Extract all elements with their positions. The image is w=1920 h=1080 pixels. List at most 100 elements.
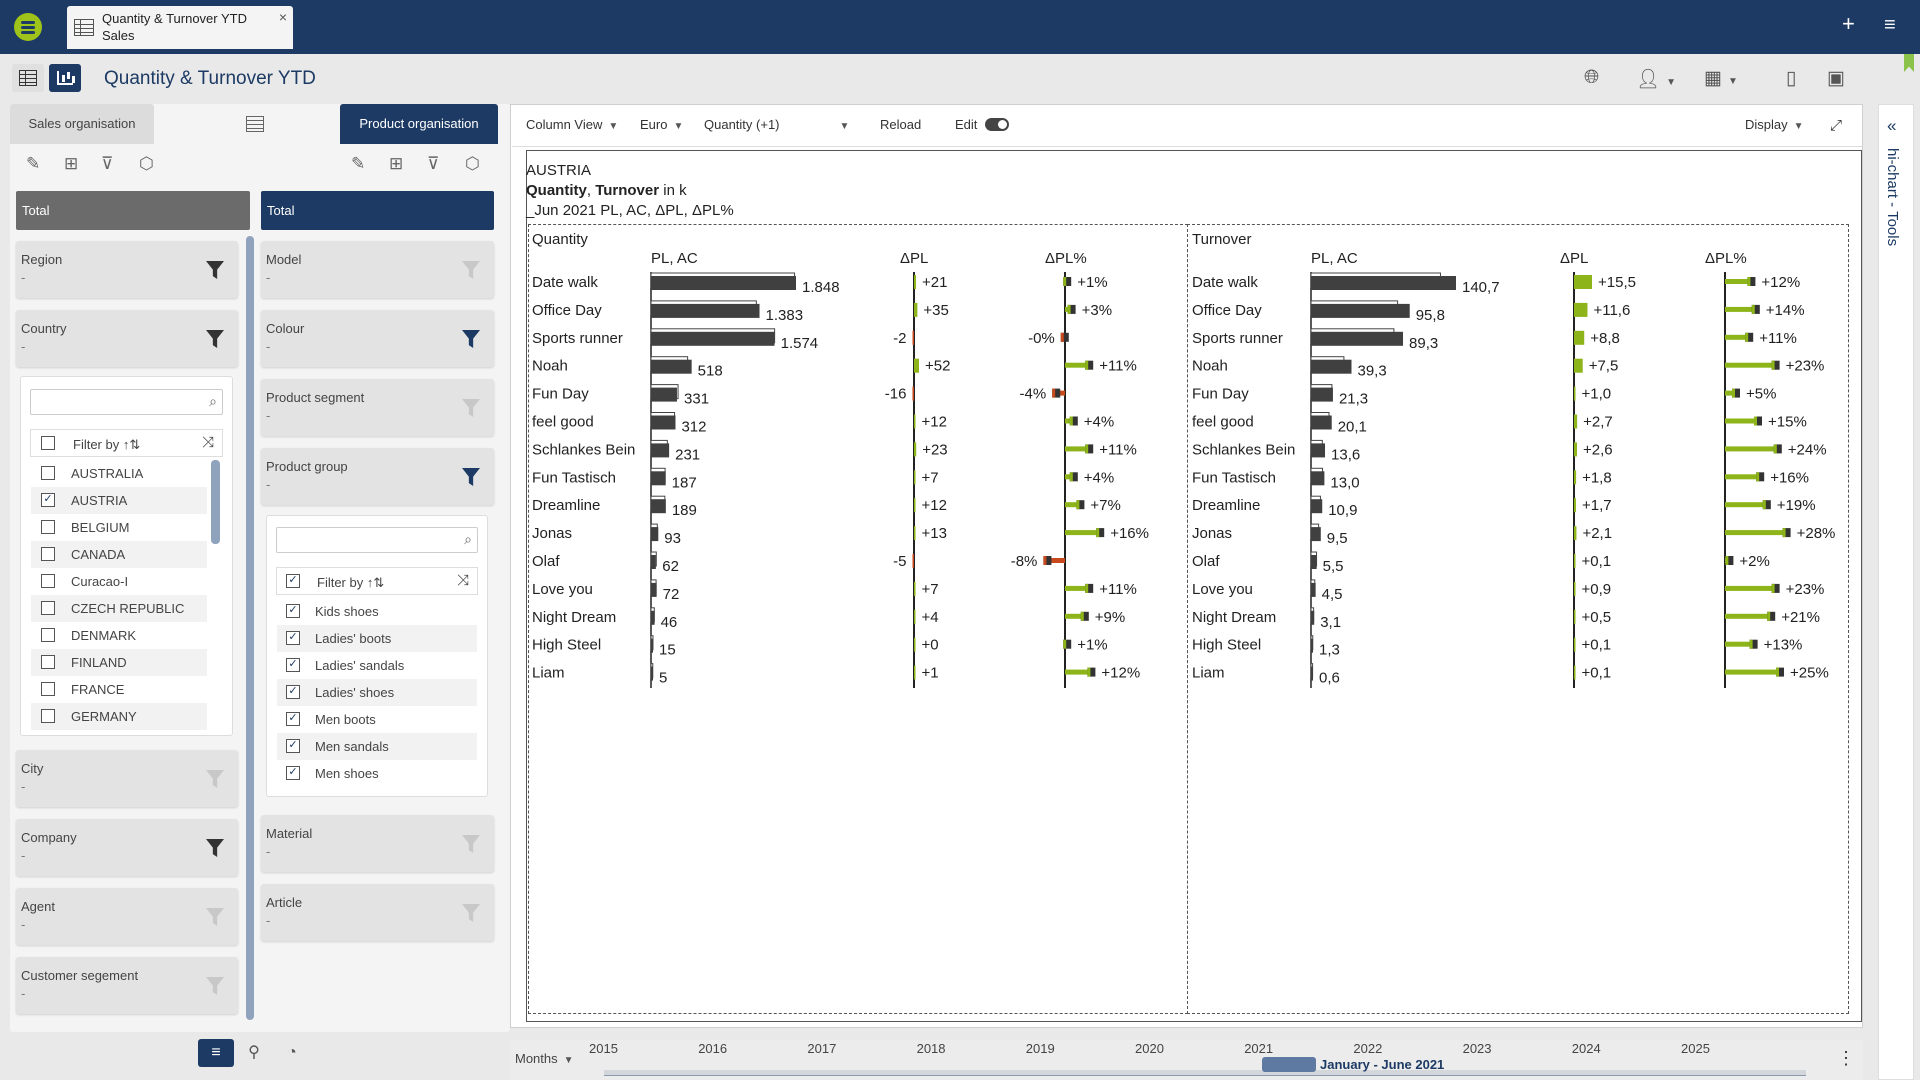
filter-card-country[interactable]: Country -	[16, 310, 238, 367]
checkbox[interactable]	[41, 574, 55, 588]
filter-card[interactable]: Article -	[261, 884, 494, 941]
reload-button[interactable]: Reload	[880, 117, 922, 132]
timeline-year[interactable]: 2018	[916, 1041, 946, 1056]
checkbox[interactable]	[41, 520, 55, 534]
list-item[interactable]: GERMANY	[31, 703, 207, 730]
filter-card[interactable]: City -	[16, 750, 238, 807]
list-item[interactable]: CZECH REPUBLIC	[31, 595, 207, 622]
checkbox[interactable]: ✓	[286, 685, 300, 699]
timeline-selection-handle[interactable]	[1262, 1057, 1316, 1072]
filter-card-region[interactable]: Region -	[16, 241, 238, 298]
menu-icon[interactable]: ≡	[1884, 14, 1896, 36]
more-options-icon[interactable]: ⋮	[1837, 1048, 1855, 1068]
timeline-year[interactable]: 2015	[589, 1041, 618, 1056]
filter-card[interactable]: Agent -	[16, 888, 238, 945]
chart-view-button[interactable]	[49, 64, 81, 92]
filter-card[interactable]: Colour -	[261, 310, 494, 367]
product-group-filter-header[interactable]: ✓ Filter by ↑⇅ ⤨	[276, 567, 478, 595]
list-item[interactable]: DENMARK	[31, 622, 207, 649]
shuffle-icon[interactable]: ⤨	[201, 434, 214, 451]
table-icon[interactable]	[246, 116, 264, 132]
cube-icon[interactable]: ⬡	[465, 154, 480, 173]
excel-export-icon[interactable]: ▦ ▼	[1704, 68, 1738, 89]
hierarchy-view-button[interactable]: ⚲	[248, 1044, 260, 1061]
fullscreen-icon[interactable]: ⤢	[1830, 117, 1843, 134]
filter-icon[interactable]	[462, 399, 480, 417]
product-total[interactable]: Total	[261, 191, 494, 230]
document-icon[interactable]: ▯	[1786, 68, 1797, 89]
timeline-year[interactable]: 2017	[807, 1041, 837, 1056]
list-item[interactable]: CANADA	[31, 541, 207, 568]
scrollbar[interactable]	[211, 460, 220, 544]
collapse-icon[interactable]: «	[1887, 116, 1897, 135]
scrollbar[interactable]	[246, 236, 254, 1020]
timeline-year[interactable]: 2019	[1025, 1041, 1055, 1056]
checkbox[interactable]: ✓	[41, 493, 55, 507]
tab-product-organisation[interactable]: Product organisation	[340, 104, 498, 144]
filter-card[interactable]: Product group -	[261, 448, 494, 505]
sales-total[interactable]: Total	[16, 191, 250, 230]
list-item[interactable]: ✓ Ladies' sandals	[277, 652, 477, 679]
chart-view-button[interactable]: ◔	[287, 1044, 297, 1061]
list-item[interactable]: FINLAND	[31, 649, 207, 676]
filter-card[interactable]: Material -	[261, 815, 494, 872]
filter-settings-icon[interactable]: ⊽	[101, 154, 114, 173]
filter-icon[interactable]	[206, 839, 224, 857]
checkbox[interactable]: ✓	[286, 712, 300, 726]
checkbox[interactable]	[41, 628, 55, 642]
checkbox[interactable]: ✓	[286, 766, 300, 780]
column-view-dropdown[interactable]: Column View ▼	[526, 117, 618, 132]
checkbox[interactable]	[41, 682, 55, 696]
filter-icon[interactable]	[206, 977, 224, 995]
list-item[interactable]: ✓ Kids shoes	[277, 598, 477, 625]
filter-icon[interactable]	[462, 904, 480, 922]
timeline-year[interactable]: 2025	[1681, 1041, 1710, 1056]
hierarchy-icon[interactable]: ⊞	[64, 154, 79, 173]
list-item[interactable]: AUSTRALIA	[31, 460, 207, 487]
filter-card[interactable]: Model -	[261, 241, 494, 298]
list-view-button[interactable]: ≡	[198, 1039, 234, 1067]
hierarchy-icon[interactable]: ⊞	[389, 154, 404, 173]
list-item[interactable]: ✓ AUSTRIA	[31, 487, 207, 514]
checkbox[interactable]	[41, 601, 55, 615]
close-icon[interactable]: ×	[278, 9, 287, 25]
list-item[interactable]: ✓ Men boots	[277, 706, 477, 733]
checkbox[interactable]: ✓	[286, 739, 300, 753]
checkbox[interactable]: ✓	[286, 631, 300, 645]
save-icon[interactable]: ▣	[1827, 68, 1845, 89]
timeline-year[interactable]: 2022	[1353, 1041, 1383, 1056]
filter-icon[interactable]	[206, 770, 224, 788]
edit-icon[interactable]: ✎	[26, 154, 41, 173]
bookmark-icon[interactable]	[1904, 54, 1914, 72]
filter-card[interactable]: Product segment -	[261, 379, 494, 436]
edit-icon[interactable]: ✎	[351, 154, 366, 173]
country-filter-header[interactable]: Filter by ↑⇅ ⤨	[30, 429, 223, 457]
filter-icon[interactable]	[462, 261, 480, 279]
timeline-unit-dropdown[interactable]: Months ▼	[515, 1051, 574, 1066]
shuffle-icon[interactable]: ⤨	[456, 572, 469, 589]
table-view-button[interactable]	[12, 64, 44, 92]
timeline-year[interactable]: 2023	[1462, 1041, 1492, 1056]
filter-settings-icon[interactable]: ⊽	[427, 154, 440, 173]
checkbox[interactable]	[41, 547, 55, 561]
globe-icon[interactable]: 🌐︎	[1584, 67, 1600, 88]
timeline-year[interactable]: 2021	[1244, 1041, 1274, 1056]
checkbox[interactable]	[41, 655, 55, 669]
country-search-input[interactable]: ⌕	[30, 389, 223, 415]
filter-icon[interactable]	[206, 330, 224, 348]
checkbox[interactable]	[41, 709, 55, 723]
list-item[interactable]: ✓ Men shoes	[277, 760, 477, 787]
currency-dropdown[interactable]: Euro ▼	[640, 117, 683, 132]
filter-icon[interactable]	[462, 330, 480, 348]
cube-icon[interactable]: ⬡	[139, 154, 154, 173]
list-item[interactable]: ✓ Ladies' shoes	[277, 679, 477, 706]
list-item[interactable]: ✓ Men sandals	[277, 733, 477, 760]
list-item[interactable]: ✓ Ladies' boots	[277, 625, 477, 652]
edit-toggle[interactable]	[985, 118, 1009, 131]
timeline-year[interactable]: 2020	[1135, 1041, 1164, 1056]
tab-sales-organisation[interactable]: Sales organisation	[10, 104, 154, 144]
filter-icon[interactable]	[206, 261, 224, 279]
add-icon[interactable]: +	[1842, 11, 1855, 36]
select-all-checkbox[interactable]: ✓	[286, 574, 300, 588]
timeline-year[interactable]: 2016	[698, 1041, 728, 1056]
